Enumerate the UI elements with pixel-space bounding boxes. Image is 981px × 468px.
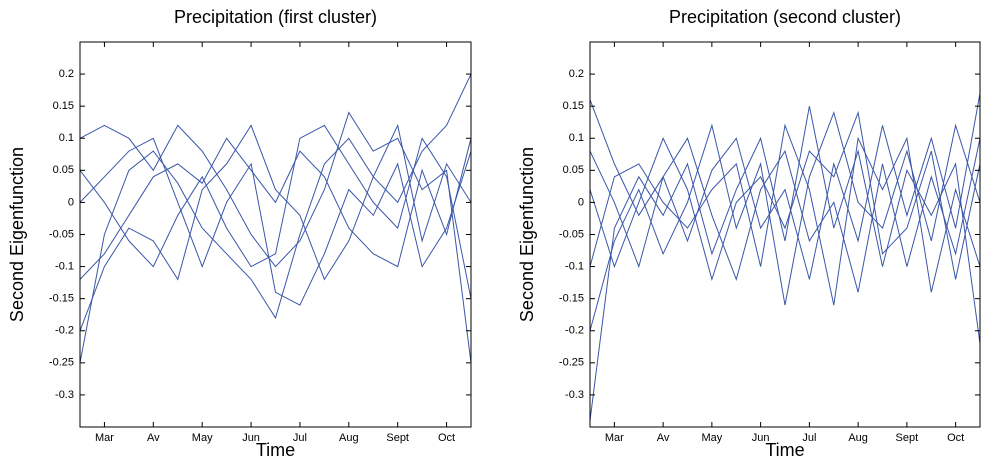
y-axis-label: Second Eigenfunction bbox=[517, 147, 537, 322]
x-tick-label: May bbox=[701, 432, 722, 444]
data-line bbox=[590, 110, 980, 282]
y-tick-label: -0.2 bbox=[55, 325, 74, 337]
y-tick-label: -0.05 bbox=[559, 228, 584, 240]
plot-frame bbox=[79, 41, 472, 428]
y-tick-label: 0 bbox=[68, 196, 74, 208]
x-axis-label: Time bbox=[765, 440, 804, 460]
y-tick-label: -0.2 bbox=[565, 325, 584, 337]
data-line bbox=[590, 137, 980, 293]
x-tick-label: Av bbox=[657, 432, 670, 444]
x-tick-label: Jun bbox=[242, 432, 260, 444]
chart-title: Precipitation (first cluster) bbox=[174, 7, 377, 27]
y-tick-label: -0.05 bbox=[49, 228, 74, 240]
y-tick-label: -0.1 bbox=[565, 260, 584, 272]
panel: Precipitation (second cluster) Time Second… bbox=[517, 7, 981, 460]
data-line bbox=[80, 111, 471, 363]
x-tick-label: Jul bbox=[293, 432, 307, 444]
panel: Precipitation (first cluster) Time Second … bbox=[7, 7, 472, 460]
y-tick-label: -0.15 bbox=[559, 293, 584, 305]
y-axis-label: Second Eigenfunction bbox=[7, 147, 27, 322]
y-tick-label: 0.2 bbox=[569, 68, 584, 80]
x-tick-label: Sept bbox=[896, 432, 919, 444]
data-line bbox=[80, 137, 471, 280]
x-tick-label: Oct bbox=[438, 432, 455, 444]
y-tick-label: -0.1 bbox=[55, 260, 74, 272]
data-line bbox=[80, 123, 471, 331]
plot-frame bbox=[589, 41, 981, 428]
x-tick-label: Jun bbox=[752, 432, 770, 444]
y-tick-label: 0.05 bbox=[563, 164, 584, 176]
series-group bbox=[80, 73, 471, 363]
y-tick-label: -0.25 bbox=[49, 357, 74, 369]
x-tick-label: Aug bbox=[848, 432, 868, 444]
data-line bbox=[590, 106, 980, 421]
series-group bbox=[590, 93, 980, 421]
data-line bbox=[80, 137, 471, 306]
data-line bbox=[590, 123, 980, 306]
data-line bbox=[590, 93, 980, 280]
y-tick-label: 0.15 bbox=[563, 100, 584, 112]
x-axis-label: Time bbox=[256, 440, 295, 460]
data-line bbox=[590, 110, 980, 331]
y-tick-label: -0.15 bbox=[49, 293, 74, 305]
y-tick-label: 0.15 bbox=[53, 100, 74, 112]
y-tick-label: 0.1 bbox=[569, 132, 584, 144]
y-tick-label: 0.1 bbox=[59, 132, 74, 144]
x-tick-label: Mar bbox=[95, 432, 114, 444]
y-tick-label: -0.3 bbox=[565, 389, 584, 401]
x-tick-label: Sept bbox=[386, 432, 409, 444]
data-line bbox=[80, 73, 471, 363]
x-tick-label: Av bbox=[147, 432, 160, 444]
chart-title: Precipitation (second cluster) bbox=[669, 7, 901, 27]
y-tick-label: 0.2 bbox=[59, 68, 74, 80]
y-tick-label: -0.3 bbox=[55, 389, 74, 401]
x-tick-label: Aug bbox=[339, 432, 359, 444]
y-tick-label: 0.05 bbox=[53, 164, 74, 176]
x-tick-label: Jul bbox=[802, 432, 816, 444]
y-tick-label: 0 bbox=[578, 196, 584, 208]
x-tick-label: Oct bbox=[947, 432, 964, 444]
x-tick-label: Mar bbox=[605, 432, 624, 444]
y-tick-label: -0.25 bbox=[559, 357, 584, 369]
x-tick-label: May bbox=[192, 432, 213, 444]
